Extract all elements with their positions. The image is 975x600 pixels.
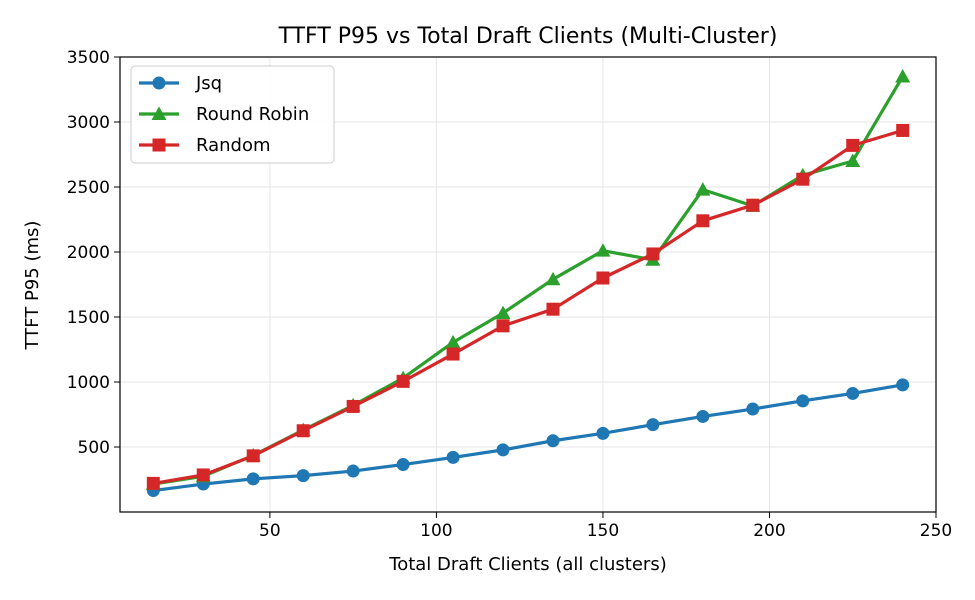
y-tick-label: 3500 — [67, 48, 110, 68]
series-line-jsq — [153, 383, 903, 493]
data-point-random — [896, 123, 910, 137]
data-point-jsq — [896, 378, 910, 392]
data-point-jsq — [846, 386, 860, 400]
data-point-jsq — [346, 464, 360, 478]
legend-item-round-robin: Round Robin — [139, 104, 309, 125]
data-point-random — [196, 468, 210, 482]
data-point-random — [296, 424, 310, 438]
y-axis-label: TTFT P95 (ms) — [22, 221, 43, 351]
data-point-jsq — [446, 450, 460, 464]
x-axis-ticks: 50 100 150 200 250 — [259, 512, 952, 541]
data-point-round-robin — [445, 334, 461, 349]
data-point-jsq — [396, 458, 410, 472]
data-point-random — [246, 449, 260, 463]
data-point-random — [146, 476, 160, 490]
chart-title: TTFT P95 vs Total Draft Clients (Multi-C… — [278, 24, 778, 49]
legend-marker-random — [152, 138, 166, 152]
series-jsq — [146, 378, 910, 498]
data-point-round-robin — [495, 305, 511, 320]
data-point-jsq — [796, 394, 810, 408]
data-point-random — [446, 347, 460, 361]
x-tick-label: 250 — [920, 521, 952, 541]
legend-item-jsq: Jsq — [139, 73, 222, 94]
x-tick-label: 100 — [420, 521, 452, 541]
data-point-jsq — [596, 426, 610, 440]
data-point-jsq — [696, 409, 710, 423]
data-point-round-robin — [895, 69, 911, 83]
data-point-jsq — [496, 443, 510, 457]
data-point-jsq — [646, 418, 660, 432]
plot-frame — [119, 56, 937, 513]
data-point-random — [846, 138, 860, 152]
series-line-random — [153, 128, 904, 485]
y-tick-label: 3000 — [67, 113, 110, 133]
series-layer — [145, 69, 911, 498]
legend-marker-round-robin — [151, 106, 167, 120]
data-point-round-robin — [595, 243, 611, 257]
data-point-jsq — [746, 402, 760, 416]
data-point-jsq — [246, 472, 260, 486]
y-tick-label: 2000 — [67, 243, 110, 263]
data-point-random — [596, 271, 610, 285]
data-point-jsq — [546, 434, 560, 448]
y-tick-label: 2500 — [67, 178, 110, 198]
legend-box — [130, 65, 335, 164]
x-tick-label: 150 — [587, 521, 619, 541]
data-point-round-robin — [695, 182, 711, 196]
data-point-random — [396, 374, 410, 388]
legend-label-random: Random — [196, 135, 271, 156]
data-point-random — [496, 319, 510, 333]
x-tick-label: 200 — [753, 521, 785, 541]
legend: Jsq Round Robin Random — [130, 65, 335, 164]
legend-label-jsq: Jsq — [195, 73, 222, 94]
series-random — [146, 123, 910, 490]
data-point-random — [646, 247, 660, 261]
legend-item-random: Random — [139, 135, 271, 156]
x-axis-label: Total Draft Clients (all clusters) — [388, 554, 666, 575]
legend-label-round-robin: Round Robin — [196, 104, 309, 125]
data-point-jsq — [296, 469, 310, 483]
data-point-round-robin — [545, 271, 561, 286]
data-point-round-robin — [845, 153, 861, 167]
y-axis-ticks: 500 1000 1500 2000 2500 3000 3500 — [67, 48, 120, 458]
data-point-random — [696, 214, 710, 228]
data-point-random — [796, 172, 810, 186]
data-point-random — [746, 198, 760, 212]
y-tick-label: 1000 — [67, 373, 110, 393]
data-point-random — [546, 302, 560, 316]
y-tick-label: 500 — [78, 438, 110, 458]
legend-marker-jsq — [152, 76, 166, 90]
x-tick-label: 50 — [259, 521, 281, 541]
data-point-random — [346, 399, 360, 413]
y-tick-label: 1500 — [67, 308, 110, 328]
